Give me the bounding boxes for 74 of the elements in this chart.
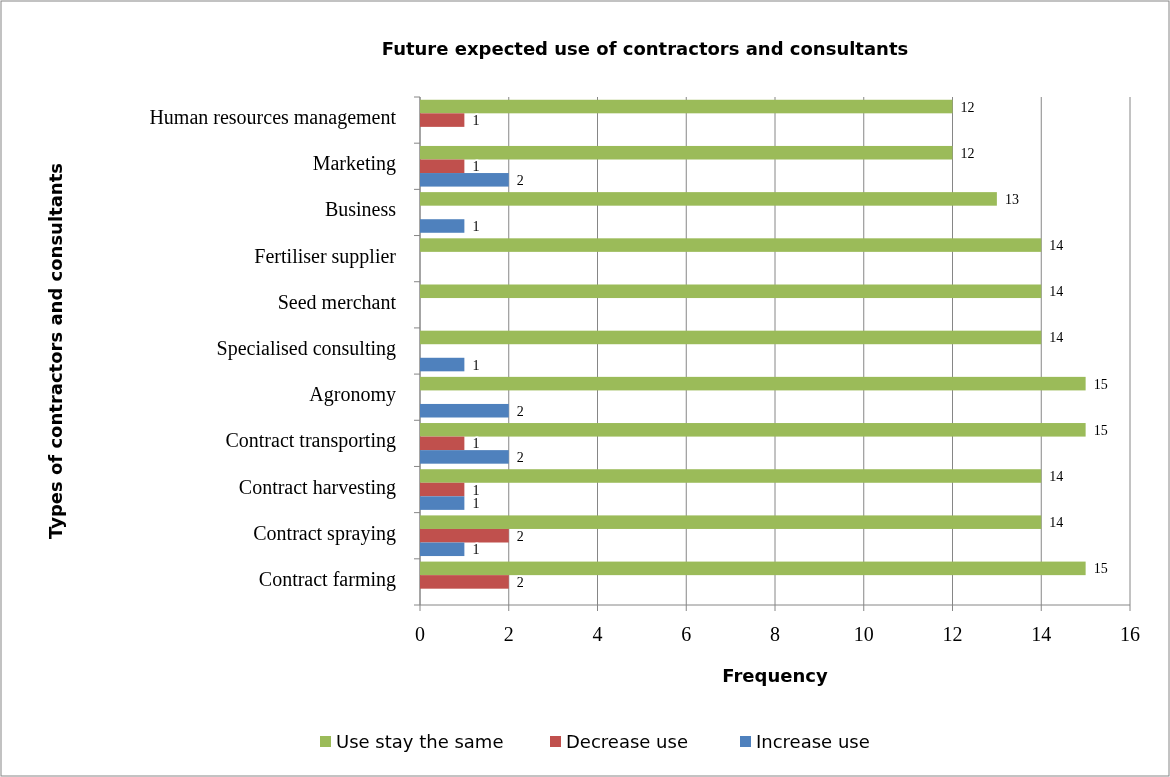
data-label: 15 [1093, 376, 1108, 392]
legend-label: Increase use [756, 731, 870, 752]
bar [420, 113, 465, 127]
data-label: 14 [1049, 238, 1064, 254]
data-label: 1 [472, 159, 480, 175]
data-label: 2 [516, 574, 524, 590]
bar [420, 575, 509, 589]
x-tick-label: 6 [681, 623, 692, 645]
bar [420, 219, 465, 233]
legend-label: Use stay the same [336, 731, 504, 752]
bar [420, 561, 1086, 576]
y-tick-label: Fertiliser supplier [254, 244, 397, 268]
data-label: 2 [516, 403, 524, 419]
y-tick-label: Specialised consulting [216, 337, 396, 360]
x-tick-label: 10 [853, 623, 874, 645]
bar [420, 542, 465, 557]
x-tick-label: 8 [770, 623, 780, 645]
y-tick-label: Contract spraying [253, 521, 396, 545]
data-label: 2 [516, 449, 524, 465]
data-label: 13 [1004, 191, 1019, 207]
data-label: 14 [1049, 330, 1064, 346]
y-tick-label: Seed merchant [277, 290, 397, 313]
data-label: 1 [472, 496, 480, 512]
data-label: 1 [472, 482, 480, 498]
bar [420, 238, 1042, 252]
x-tick-label: 0 [415, 623, 425, 645]
data-label: 12 [960, 99, 975, 115]
bar [420, 192, 997, 206]
x-tick-label: 14 [1031, 623, 1052, 645]
bar [420, 423, 1086, 437]
x-axis-title: Frequency [722, 665, 828, 686]
bar [420, 173, 509, 187]
bar [420, 159, 465, 174]
bar [420, 99, 953, 114]
data-label: 14 [1049, 515, 1064, 531]
data-label: 1 [472, 113, 480, 129]
data-label: 1 [472, 436, 480, 452]
data-label: 12 [960, 145, 975, 161]
bar [420, 145, 953, 160]
bar [420, 528, 509, 543]
chart-title: Future expected use of contractors and consultants [381, 38, 909, 59]
data-label: 1 [472, 542, 480, 558]
data-label: 14 [1049, 284, 1064, 300]
bar [420, 496, 465, 510]
data-label: 14 [1049, 469, 1064, 484]
bar [420, 482, 465, 497]
y-tick-label: Contract transporting [225, 429, 396, 453]
bar [420, 515, 1042, 529]
y-tick-label: Business [324, 198, 397, 221]
x-tick-label: 4 [592, 623, 603, 645]
y-tick-label: Marketing [312, 152, 396, 176]
x-tick-label: 12 [942, 623, 963, 645]
y-tick-label: Agronomy [309, 383, 396, 407]
x-tick-label: 2 [503, 623, 514, 645]
bar [420, 403, 509, 418]
y-tick-label: Contract farming [258, 567, 396, 591]
bar [420, 450, 509, 464]
x-tick-label: 16 [1120, 623, 1140, 645]
bar [420, 284, 1042, 299]
data-label: 1 [472, 357, 480, 373]
y-tick-label: Human resources management [149, 106, 397, 130]
data-label: 15 [1093, 561, 1108, 577]
y-axis-title: Types of contractors and consultants [45, 163, 66, 539]
bar [420, 357, 465, 372]
bar [420, 436, 465, 451]
bar [420, 330, 1042, 345]
bar [420, 469, 1042, 483]
legend-label: Decrease use [566, 731, 688, 752]
data-label: 1 [472, 219, 480, 234]
bar [420, 376, 1086, 391]
y-tick-label: Contract harvesting [238, 475, 396, 499]
data-label: 2 [516, 528, 524, 544]
data-label: 2 [516, 172, 524, 188]
data-label: 15 [1093, 422, 1108, 438]
